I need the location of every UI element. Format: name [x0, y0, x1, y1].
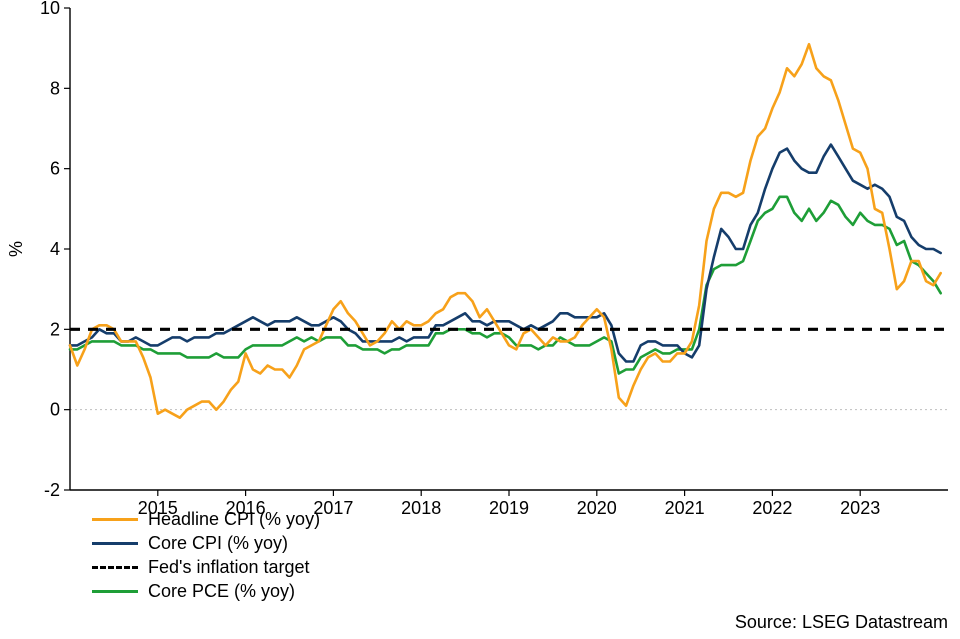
legend-item-fed-target: Fed's inflation target [92, 555, 320, 579]
legend-swatch [92, 566, 138, 569]
source-label: Source: LSEG Datastream [735, 612, 948, 633]
svg-text:2022: 2022 [752, 498, 792, 518]
legend: Headline CPI (% yoy) Core CPI (% yoy) Fe… [92, 507, 320, 603]
legend-swatch [92, 590, 138, 593]
legend-swatch [92, 542, 138, 545]
svg-text:0: 0 [50, 400, 60, 420]
svg-text:2020: 2020 [577, 498, 617, 518]
inflation-chart: { "chart": { "type": "line", "width_px":… [0, 0, 960, 639]
svg-text:2023: 2023 [840, 498, 880, 518]
svg-text:2019: 2019 [489, 498, 529, 518]
legend-item-core-cpi: Core CPI (% yoy) [92, 531, 320, 555]
legend-item-headline-cpi: Headline CPI (% yoy) [92, 507, 320, 531]
svg-text:2: 2 [50, 319, 60, 339]
svg-text:10: 10 [40, 0, 60, 18]
svg-text:2021: 2021 [665, 498, 705, 518]
svg-text:-2: -2 [44, 480, 60, 500]
legend-item-core-pce: Core PCE (% yoy) [92, 579, 320, 603]
svg-text:6: 6 [50, 159, 60, 179]
legend-label: Core CPI (% yoy) [148, 533, 288, 554]
legend-swatch [92, 518, 138, 521]
svg-text:%: % [6, 241, 26, 257]
svg-text:8: 8 [50, 78, 60, 98]
svg-text:2018: 2018 [401, 498, 441, 518]
svg-text:4: 4 [50, 239, 60, 259]
legend-label: Core PCE (% yoy) [148, 581, 295, 602]
legend-label: Fed's inflation target [148, 557, 310, 578]
legend-label: Headline CPI (% yoy) [148, 509, 320, 530]
